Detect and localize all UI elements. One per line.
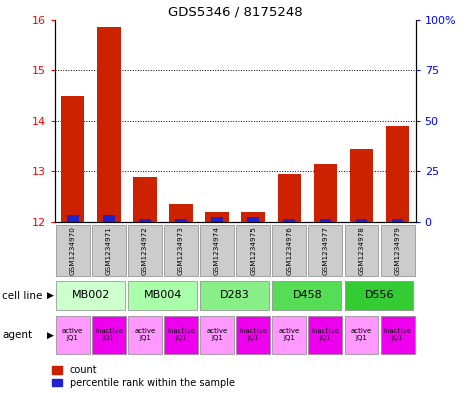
Bar: [133, 176, 157, 222]
Bar: [128, 281, 197, 310]
Bar: [308, 225, 342, 276]
Bar: [284, 219, 295, 222]
Bar: [386, 126, 409, 222]
Bar: [103, 215, 114, 222]
Bar: [97, 27, 121, 222]
Text: GSM1234970: GSM1234970: [70, 226, 76, 275]
Text: MB004: MB004: [144, 290, 182, 300]
Text: MB002: MB002: [72, 290, 110, 300]
Bar: [344, 225, 379, 276]
Text: GSM1234975: GSM1234975: [250, 226, 256, 275]
Text: D458: D458: [293, 290, 322, 300]
Text: inactive
JQ1: inactive JQ1: [167, 328, 195, 341]
Bar: [169, 204, 193, 222]
Bar: [380, 225, 415, 276]
Text: GSM1234978: GSM1234978: [359, 226, 364, 275]
Bar: [344, 281, 413, 310]
Text: inactive
JQ1: inactive JQ1: [384, 328, 411, 341]
Bar: [205, 212, 229, 222]
Bar: [380, 316, 415, 354]
Bar: [175, 219, 187, 222]
Text: agent: agent: [2, 330, 32, 340]
Bar: [247, 217, 259, 222]
Bar: [200, 281, 269, 310]
Text: GSM1234972: GSM1234972: [142, 226, 148, 275]
Bar: [200, 316, 234, 354]
Bar: [272, 281, 341, 310]
Text: GSM1234971: GSM1234971: [106, 226, 112, 275]
Bar: [200, 225, 234, 276]
Bar: [61, 95, 85, 222]
Bar: [344, 316, 379, 354]
Bar: [392, 219, 403, 222]
Bar: [272, 316, 306, 354]
Text: ▶: ▶: [47, 291, 53, 300]
Bar: [92, 316, 126, 354]
Bar: [164, 316, 198, 354]
Text: active
JQ1: active JQ1: [62, 328, 83, 341]
Text: active
JQ1: active JQ1: [351, 328, 372, 341]
Bar: [67, 215, 78, 222]
Text: active
JQ1: active JQ1: [134, 328, 155, 341]
Text: GSM1234977: GSM1234977: [323, 226, 328, 275]
Bar: [128, 316, 162, 354]
Bar: [236, 316, 270, 354]
Bar: [56, 225, 90, 276]
Text: ▶: ▶: [47, 331, 53, 340]
Text: GSM1234974: GSM1234974: [214, 226, 220, 275]
Bar: [241, 212, 265, 222]
Bar: [272, 225, 306, 276]
Text: active
JQ1: active JQ1: [279, 328, 300, 341]
Bar: [56, 281, 124, 310]
Bar: [277, 174, 301, 222]
Bar: [56, 316, 90, 354]
Legend: count, percentile rank within the sample: count, percentile rank within the sample: [52, 365, 235, 388]
Bar: [139, 219, 151, 222]
Bar: [211, 217, 223, 222]
Text: inactive
JQ1: inactive JQ1: [312, 328, 339, 341]
Text: active
JQ1: active JQ1: [207, 328, 228, 341]
Text: D556: D556: [365, 290, 394, 300]
Bar: [236, 225, 270, 276]
Bar: [92, 225, 126, 276]
Bar: [308, 316, 342, 354]
Title: GDS5346 / 8175248: GDS5346 / 8175248: [168, 6, 303, 18]
Bar: [350, 149, 373, 222]
Bar: [320, 219, 331, 222]
Text: GSM1234976: GSM1234976: [286, 226, 292, 275]
Bar: [164, 225, 198, 276]
Text: D283: D283: [220, 290, 250, 300]
Bar: [128, 225, 162, 276]
Text: GSM1234979: GSM1234979: [395, 226, 400, 275]
Text: cell line: cell line: [2, 291, 43, 301]
Bar: [314, 164, 337, 222]
Bar: [356, 219, 367, 222]
Text: inactive
JQ1: inactive JQ1: [95, 328, 123, 341]
Text: GSM1234973: GSM1234973: [178, 226, 184, 275]
Text: inactive
JQ1: inactive JQ1: [239, 328, 267, 341]
